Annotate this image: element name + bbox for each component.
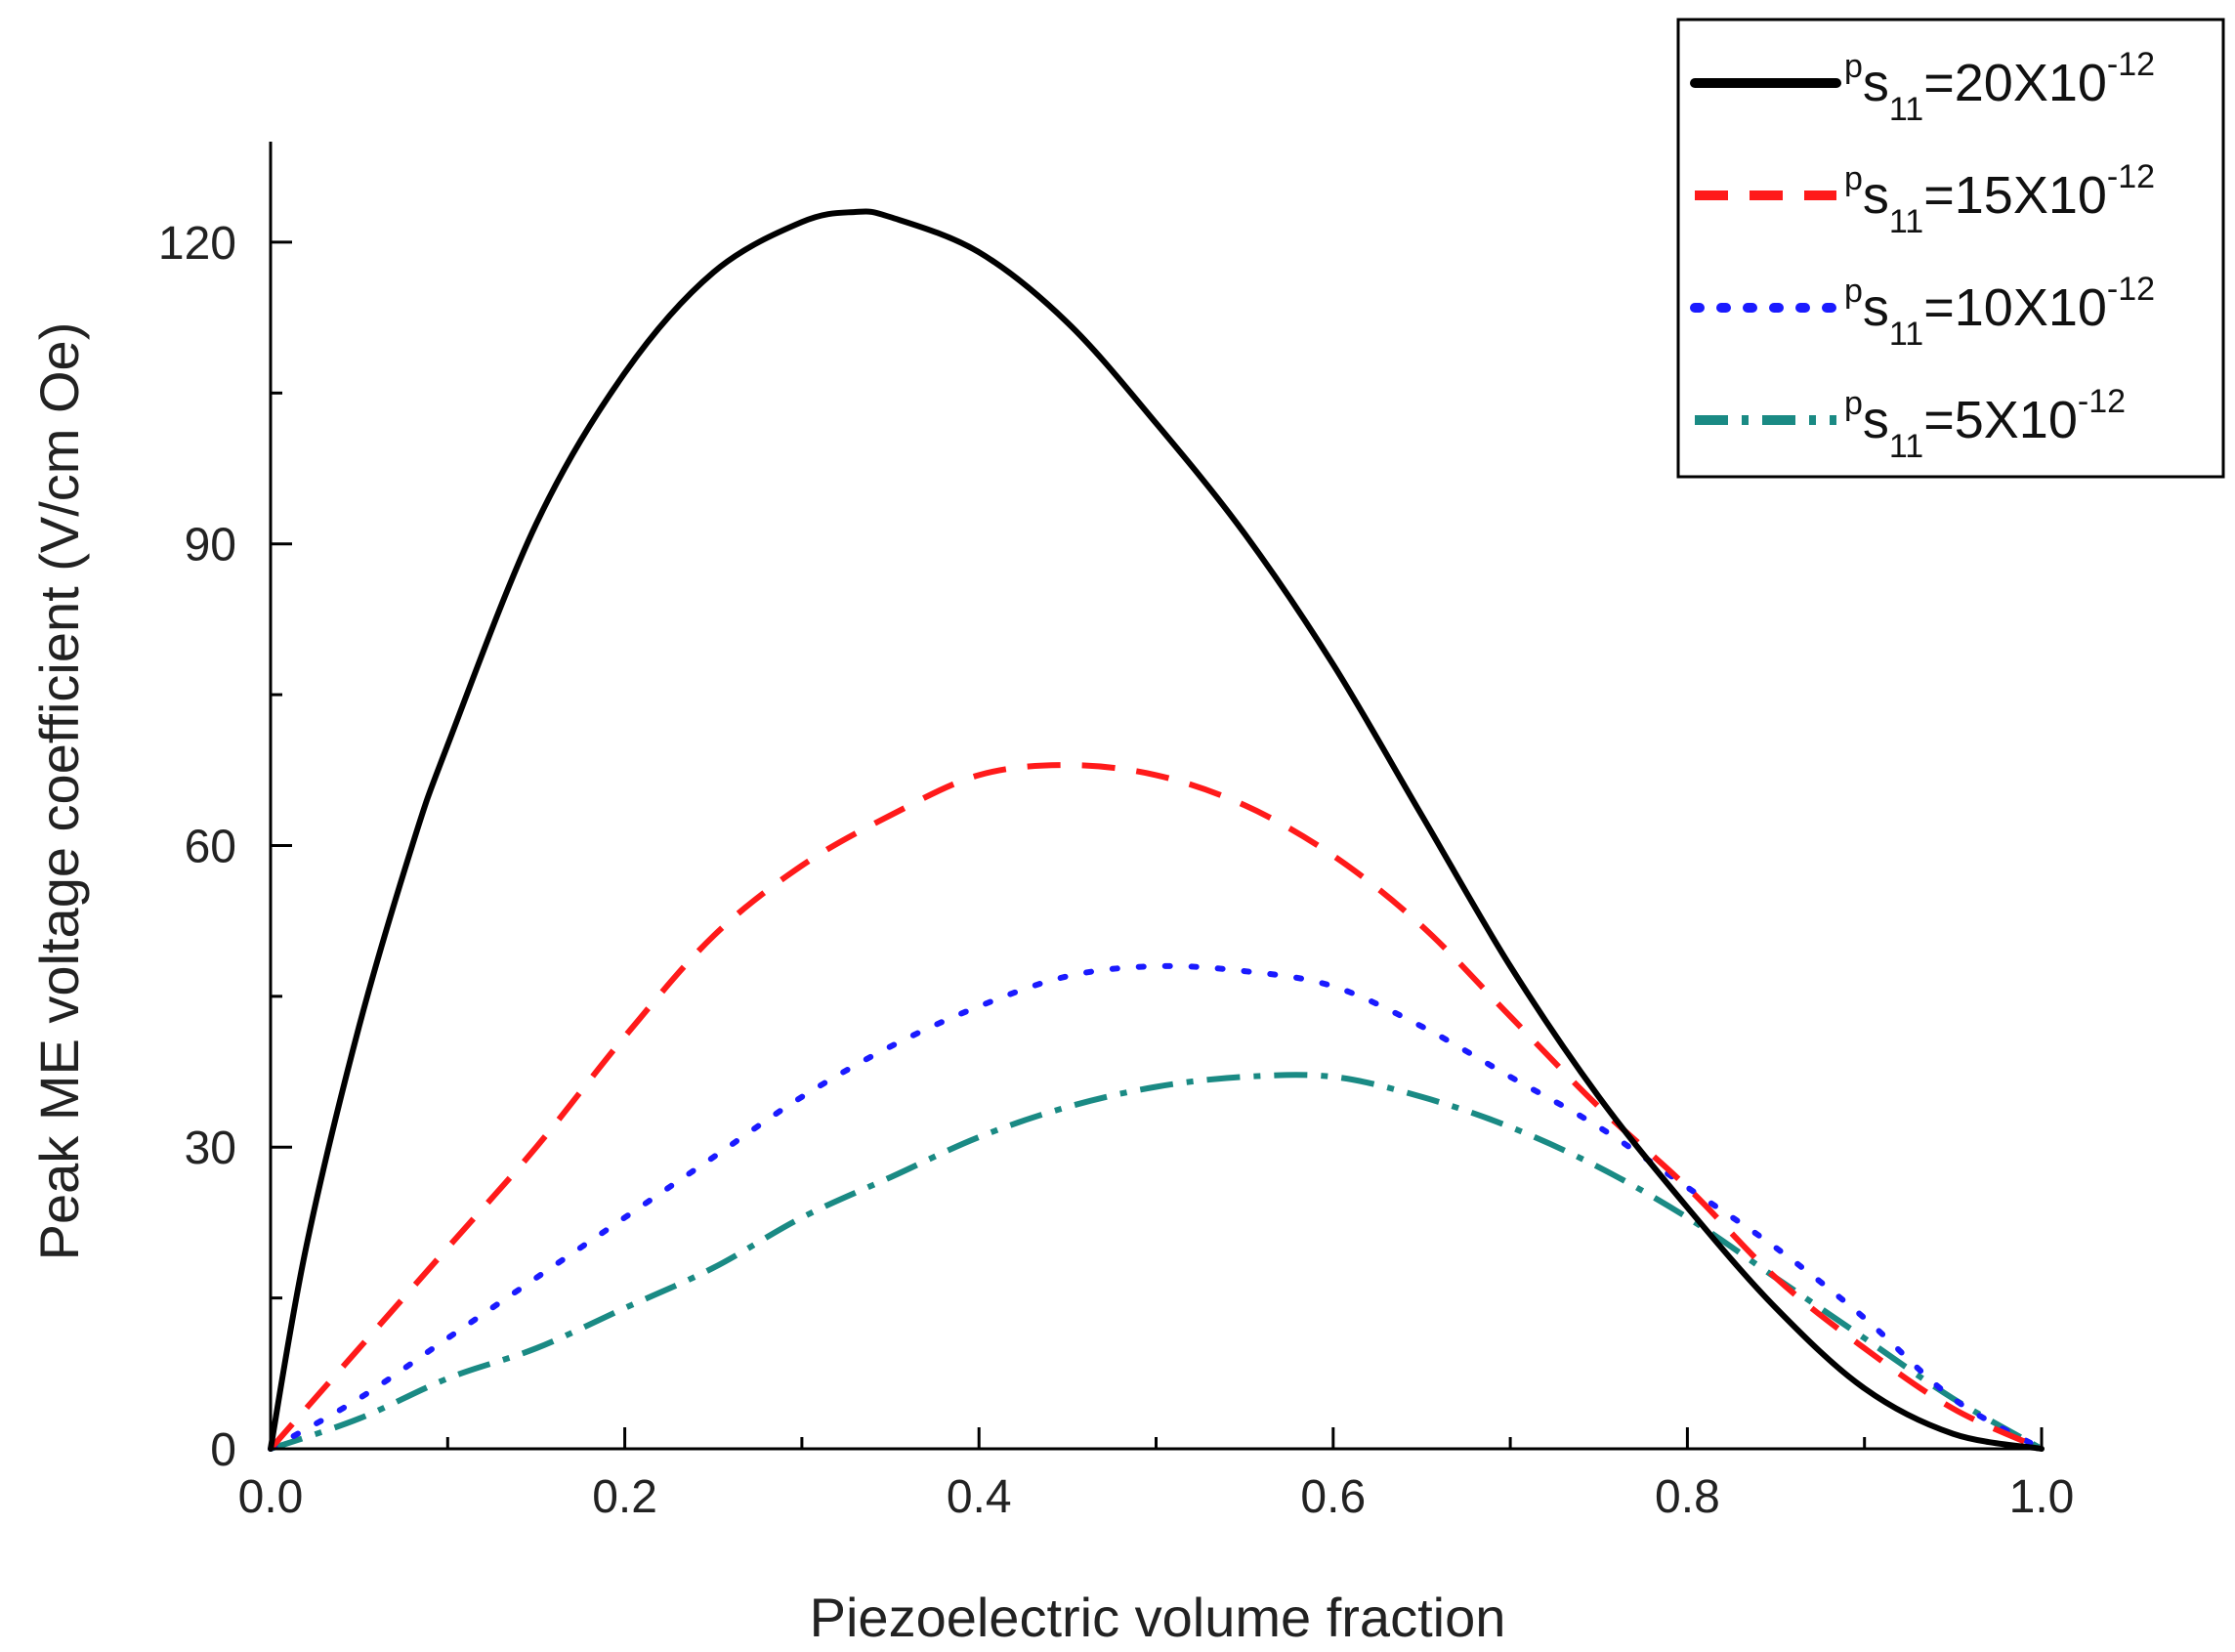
y-tick-label: 60 bbox=[185, 821, 236, 872]
series-line-dotted bbox=[268, 962, 2045, 1452]
y-tick-label: 90 bbox=[185, 520, 236, 572]
series-line-dashdot bbox=[270, 1072, 2044, 1452]
x-tick-label: 0.6 bbox=[1300, 1471, 1366, 1523]
series-line-solid bbox=[268, 208, 2045, 1452]
legend-label: ps11=15X10-12 bbox=[1844, 158, 2155, 240]
x-tick-label: 1.0 bbox=[2009, 1471, 2075, 1523]
legend-label: ps11=10X10-12 bbox=[1844, 271, 2155, 353]
y-tick-label: 0 bbox=[210, 1424, 236, 1476]
legend-box bbox=[1676, 18, 2225, 479]
x-tick-label: 0.8 bbox=[1655, 1471, 1720, 1523]
legend-label: ps11=20X10-12 bbox=[1844, 46, 2155, 128]
y-axis-title: Peak ME voltage coefficient (V/cm Oe) bbox=[28, 322, 90, 1261]
x-axis-title: Piezoelectric volume fraction bbox=[810, 1587, 1506, 1648]
ticks-group: 0.0 0.2 0.4 0.6 0.8 1.0 0 30 60 90 120 bbox=[158, 218, 2074, 1523]
plot-series-group bbox=[268, 208, 2045, 1452]
x-tick-label: 0.2 bbox=[592, 1471, 657, 1523]
x-tick-label: 0.4 bbox=[947, 1471, 1012, 1523]
legend-label: ps11=5X10-12 bbox=[1844, 383, 2126, 465]
y-tick-label: 30 bbox=[185, 1123, 236, 1174]
x-tick-label: 0.0 bbox=[238, 1471, 304, 1523]
y-tick-label: 120 bbox=[158, 218, 236, 270]
series-line-dashed bbox=[268, 762, 2044, 1452]
legend: ps11=20X10-12 ps11=15X10-12 ps11=10X10-12 p… bbox=[1676, 18, 2225, 479]
